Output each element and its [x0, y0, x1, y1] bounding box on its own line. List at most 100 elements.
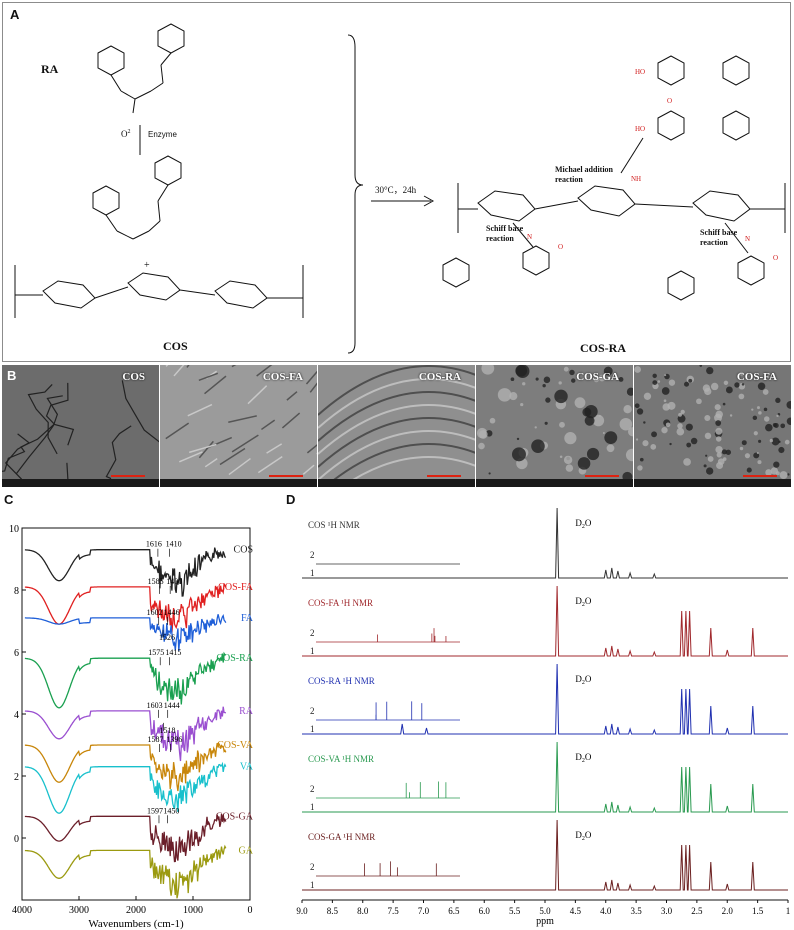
inset-label: 2: [310, 862, 315, 872]
ftir-series-line: [24, 844, 227, 899]
solvent-label: D2O: [575, 752, 592, 764]
peak-label: 1526: [159, 633, 175, 642]
sem-info-bar: [318, 479, 475, 487]
svg-text:N: N: [527, 233, 532, 241]
peak-label: 1597: [147, 806, 163, 815]
cos-chain: [14, 265, 304, 318]
peak-label: 1602: [147, 608, 163, 617]
svg-text:HO: HO: [635, 68, 645, 76]
sem-label: COS: [122, 371, 145, 383]
ppm-tick-label: 3.5: [631, 906, 643, 916]
ppm-tick-label: 7.0: [418, 906, 430, 916]
peak-label: 1446: [164, 608, 180, 617]
sem-info-bar: [160, 479, 317, 487]
x-tick-label: 2000: [126, 905, 146, 916]
series-label: COS-VA: [217, 740, 254, 751]
peak-label: 1518: [159, 726, 175, 735]
y-tick-label: 10: [9, 524, 19, 535]
svg-text:N: N: [745, 235, 750, 243]
sem-scale-bar: [743, 475, 777, 477]
ftir-series-line: [24, 651, 227, 709]
sem-label: COS-RA: [418, 371, 461, 383]
y-tick-label: 6: [14, 648, 19, 659]
solvent-label: D2O: [575, 518, 592, 530]
series-label: GA: [239, 845, 254, 856]
cos-label: COS: [163, 339, 188, 353]
michael-label: Michael addition reaction: [555, 165, 614, 184]
x-axis-label: Wavenumbers (cm-1): [88, 918, 184, 930]
inset-label: 2: [310, 628, 315, 638]
schiff-left-label: Schiff base reaction: [486, 224, 524, 243]
peak-label: 1415: [165, 648, 181, 657]
inset-label: 1: [310, 724, 315, 734]
ftir-series-line: [24, 813, 227, 863]
ppm-tick-label: 7.5: [388, 906, 400, 916]
svg-text:NH: NH: [631, 175, 641, 183]
x-tick-label: 1000: [183, 905, 203, 916]
sem-label: COS-FA: [736, 371, 777, 383]
panel-d-label: D: [286, 492, 296, 507]
nmr-spectrum-line: [302, 663, 788, 735]
sem-image-5: COS-FA: [634, 365, 791, 487]
sem-label: COS-GA: [576, 371, 619, 383]
sem-info-bar: [2, 479, 159, 487]
svg-text:HO: HO: [635, 125, 645, 133]
peak-label: 1585: [148, 577, 164, 586]
solvent-label: D2O: [575, 596, 592, 608]
ftir-series-line: [24, 706, 227, 762]
series-label: COS: [234, 545, 253, 556]
spectrum-title: COS ¹H NMR: [308, 520, 360, 530]
nmr-spectrum-line: [302, 741, 788, 813]
ppm-tick-label: 3.0: [661, 906, 673, 916]
sem-panel: COS COS-FA COS-RA COS-GA COS-FA B: [2, 365, 792, 487]
oxygen-reagent: O2: [121, 129, 131, 139]
ppm-tick-label: 5.0: [539, 906, 551, 916]
spectrum-title: COS-RA ¹H NMR: [308, 676, 375, 686]
nmr-spectrum-line: [302, 819, 788, 891]
y-tick-label: 8: [14, 586, 19, 597]
inset-label: 1: [310, 568, 315, 578]
conditions-label: 30°C，24h: [375, 185, 417, 195]
spectrum-title: COS-FA ¹H NMR: [308, 598, 373, 608]
ftir-series-line: [24, 583, 227, 633]
ftir-chart: 4000 3000 2000 1000 0 10 8 6 4 2 0 Wavenumbers (cm-…: [9, 524, 254, 930]
y-tick-label: 0: [14, 834, 19, 845]
cos-ra-label: COS-RA: [580, 341, 627, 355]
ppm-axis-label: ppm: [536, 916, 554, 927]
svg-text:O: O: [558, 243, 563, 251]
panel-c-label: C: [4, 492, 14, 507]
ppm-tick-label: 9.0: [296, 906, 308, 916]
sem-info-bar: [634, 479, 791, 487]
peak-label: 1450: [163, 806, 179, 815]
inset-label: 2: [310, 706, 315, 716]
peak-label: 1410: [166, 540, 182, 549]
spectrum-title: COS-VA ¹H NMR: [308, 754, 374, 764]
sem-image-2: COS-FA: [160, 365, 317, 487]
inset-label: 2: [310, 784, 315, 794]
peak-label: 1603: [147, 701, 163, 710]
sem-scale-bar: [269, 475, 303, 477]
schiff-right-label: Schiff base reaction: [700, 228, 738, 247]
sem-scale-bar: [585, 475, 619, 477]
ppm-tick-label: 2.5: [691, 906, 703, 916]
ra-molecule: [97, 23, 185, 114]
series-label: FA: [241, 613, 254, 624]
spectrum-title: COS-GA ¹H NMR: [308, 832, 375, 842]
cos-ra-product: [442, 55, 786, 301]
nmr-spectrum-line: [302, 585, 788, 657]
panel-b-label: B: [7, 368, 17, 383]
series-label: COS-GA: [216, 811, 254, 822]
panel-a-label: A: [10, 7, 20, 22]
quinone-molecule: [92, 155, 182, 240]
sem-info-bar: [476, 479, 633, 487]
inset-label: 1: [310, 646, 315, 656]
plus-sign: +: [144, 260, 150, 271]
ppm-tick-label: 1: [786, 906, 791, 916]
nmr-chart: 9.0 8.5 8.0 7.5 7.0 6.5 6.0 5.5 5.0 4.5 4.0 3.5 3.0 2…: [296, 507, 791, 927]
svg-text:O: O: [667, 97, 672, 105]
ppm-tick-label: 4.5: [570, 906, 582, 916]
ppm-tick-label: 4.0: [600, 906, 612, 916]
sem-label: COS-FA: [262, 371, 303, 383]
y-tick-label: 4: [14, 710, 19, 721]
x-tick-label: 3000: [69, 905, 89, 916]
